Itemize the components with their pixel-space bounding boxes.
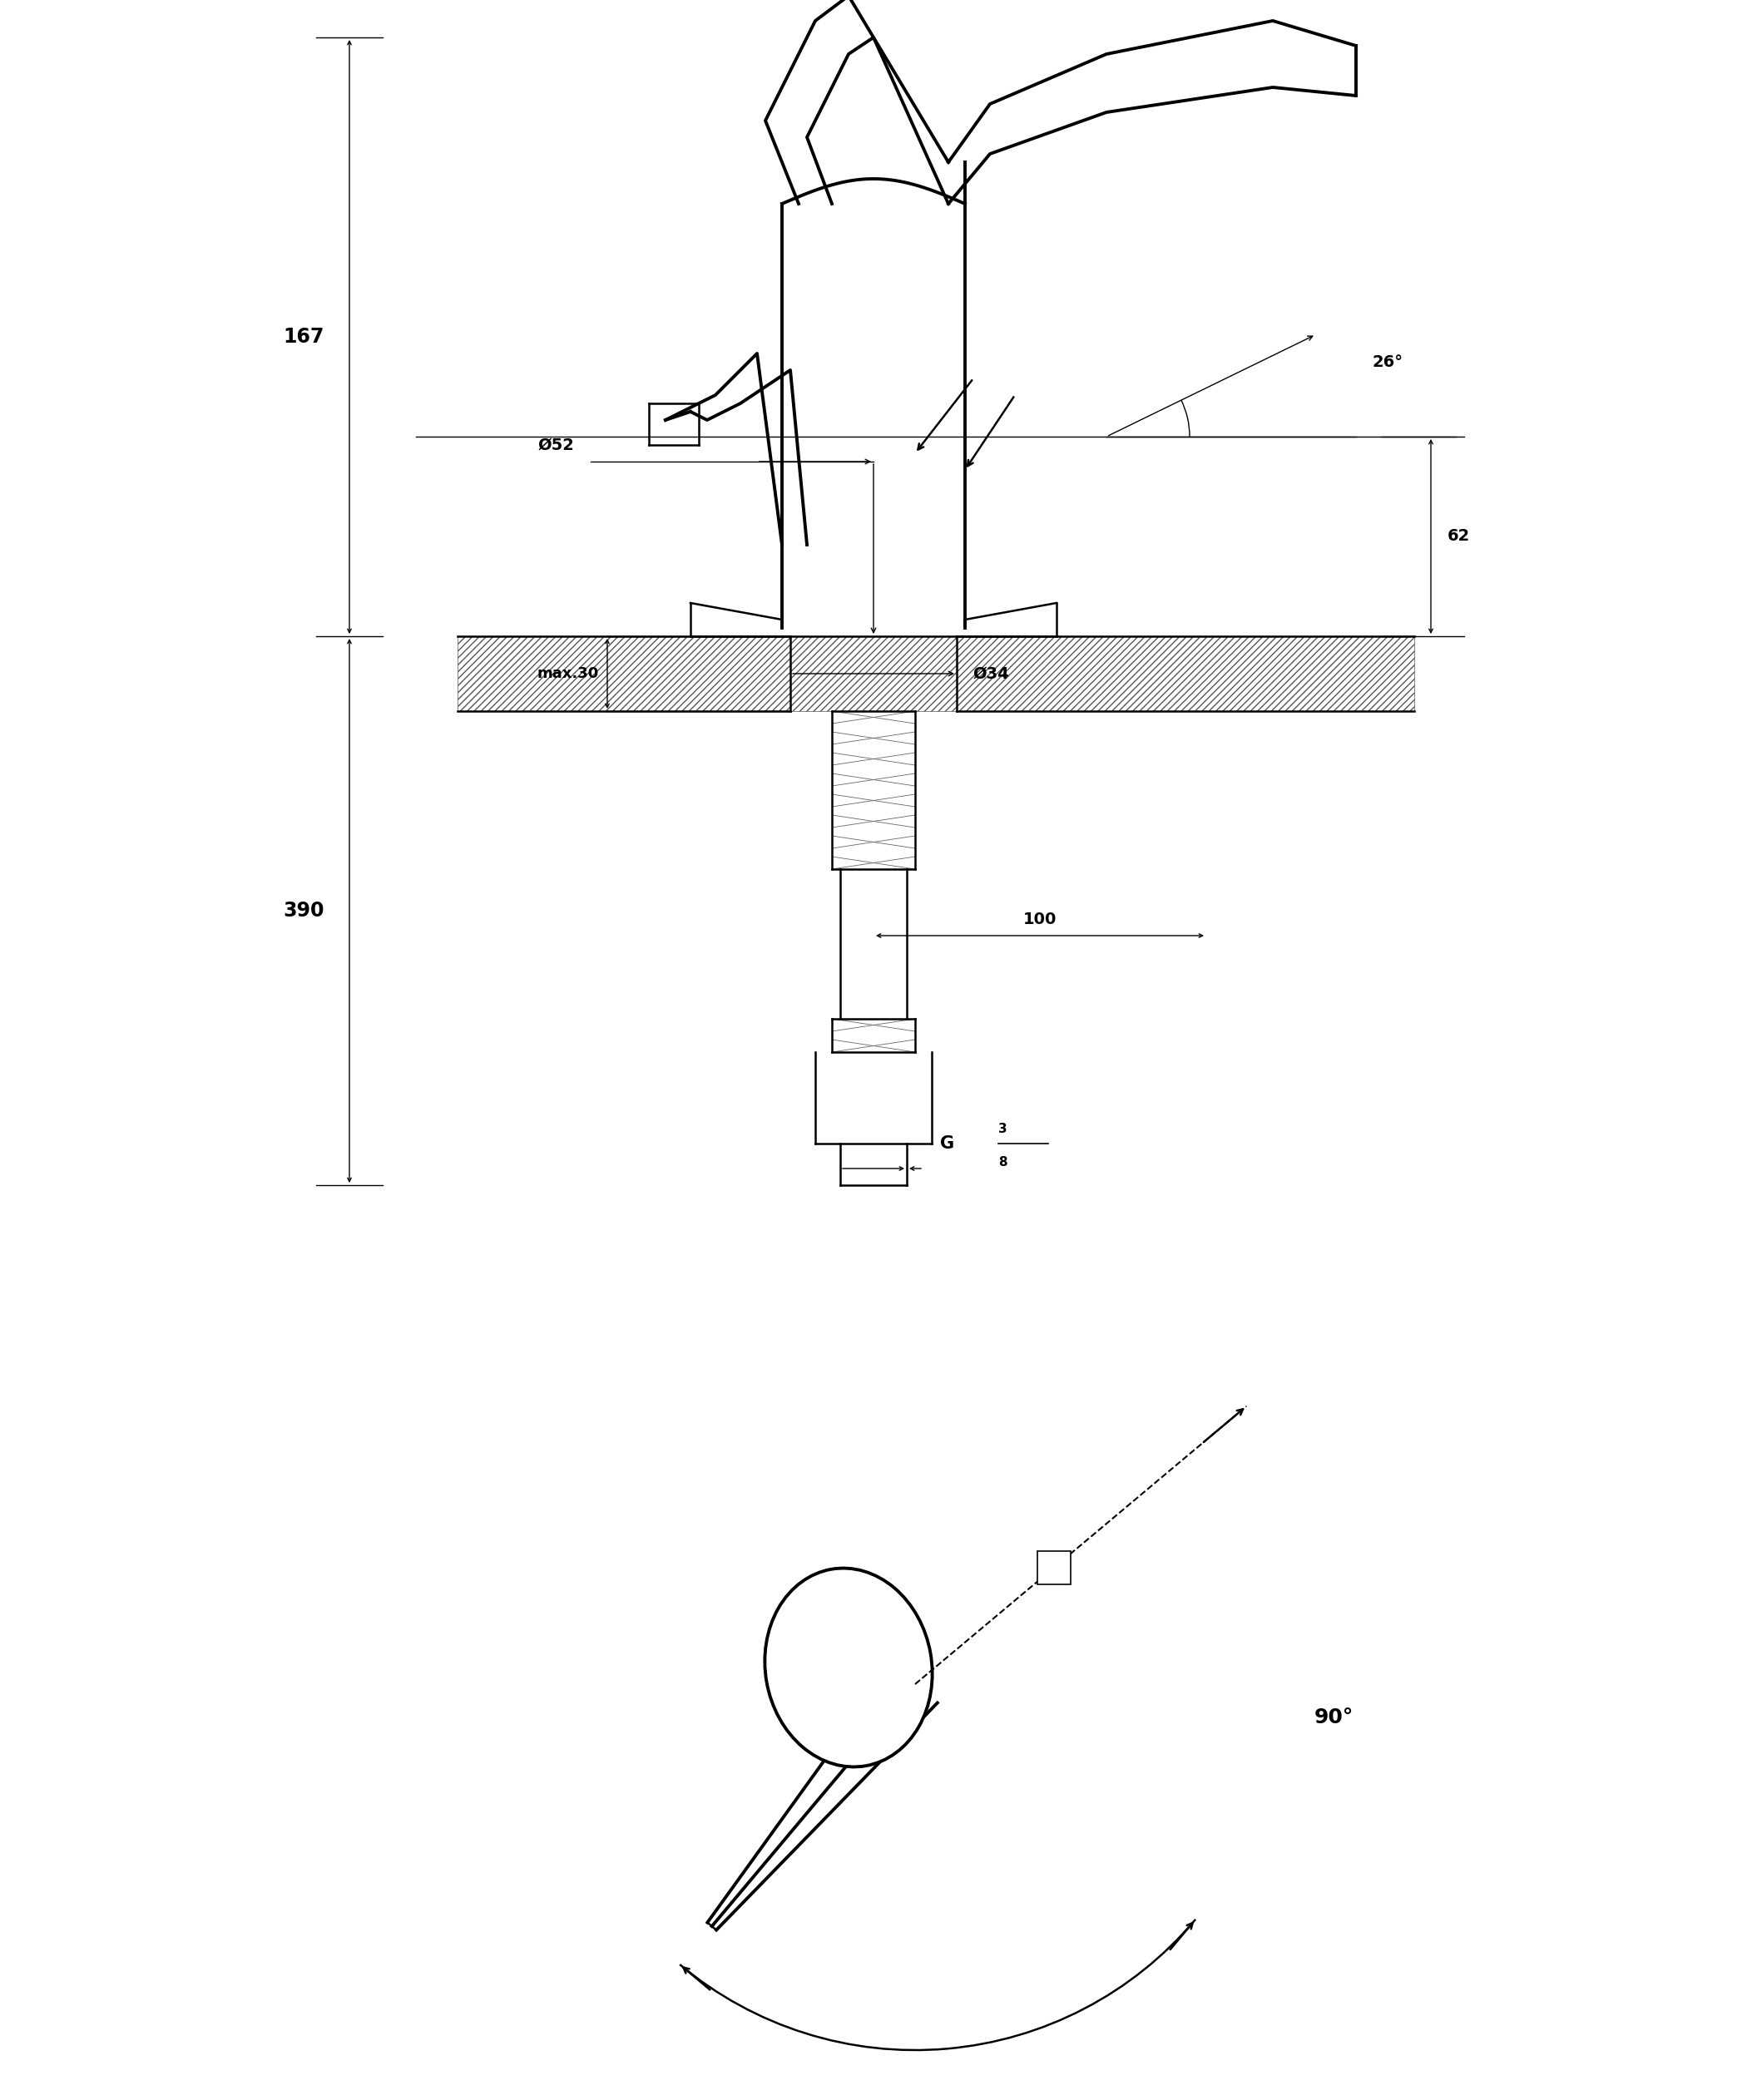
- Text: 26°: 26°: [1372, 355, 1403, 370]
- Text: G: G: [941, 1136, 955, 1153]
- Text: Ø52: Ø52: [538, 437, 575, 454]
- Text: 8: 8: [999, 1155, 1007, 1168]
- Text: max.30: max.30: [538, 666, 599, 680]
- Text: 3: 3: [999, 1124, 1007, 1136]
- FancyBboxPatch shape: [1037, 1550, 1070, 1583]
- Text: 62: 62: [1447, 529, 1470, 544]
- Text: 167: 167: [284, 328, 324, 346]
- Ellipse shape: [766, 1569, 932, 1766]
- Text: 90°: 90°: [1314, 1707, 1354, 1728]
- Text: 390: 390: [284, 901, 324, 920]
- Text: Ø34: Ø34: [974, 666, 1009, 682]
- Bar: [457, 636, 1414, 712]
- Text: 100: 100: [1023, 911, 1056, 928]
